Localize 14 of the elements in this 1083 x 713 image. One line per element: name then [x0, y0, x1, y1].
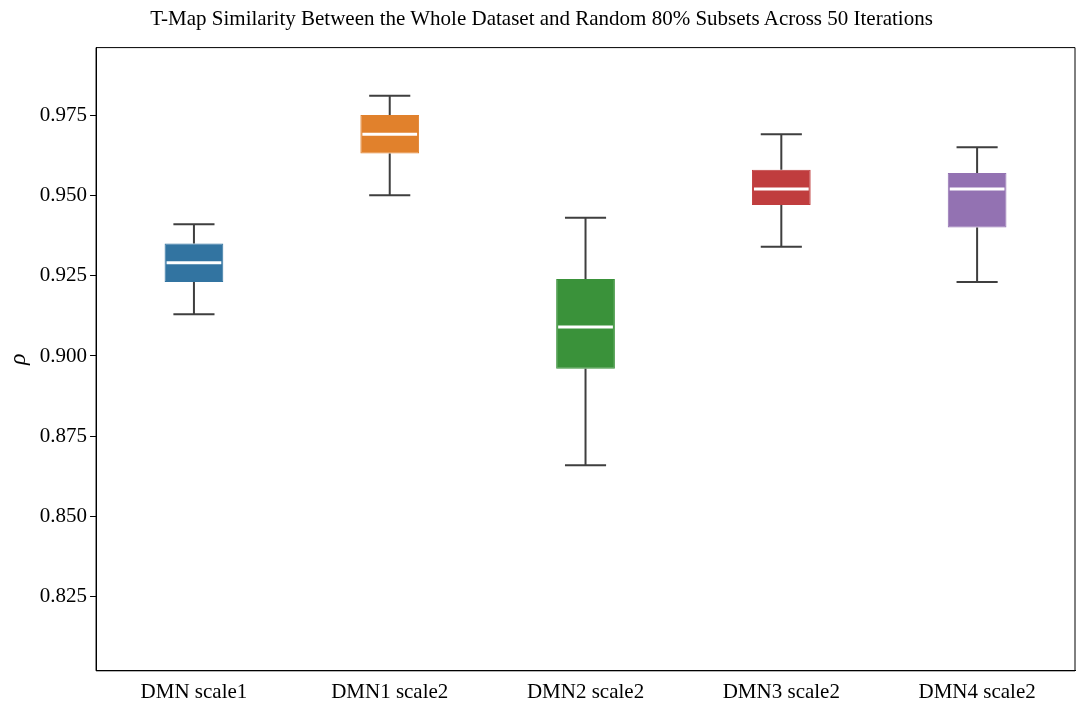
x-tick-label: DMN2 scale2: [526, 678, 645, 703]
x-tick-label: DMN1 scale2: [331, 678, 449, 703]
chart-title: T-Map Similarity Between the Whole Dataset and Random 80% Subsets Across 50 Iterations: [149, 6, 934, 32]
y-tick-label: 0.850: [39, 503, 88, 528]
x-tick-label: DMN scale1: [140, 678, 248, 703]
y-tick-label: 0.875: [39, 422, 88, 447]
x-tick-label: DMN4 scale2: [918, 678, 1036, 703]
y-tick-label: 0.975: [39, 101, 88, 126]
y-axis-title: ρ: [3, 353, 30, 366]
y-tick-label: 0.900: [39, 342, 88, 367]
y-tick-label: 0.825: [39, 583, 88, 608]
y-tick-label: 0.925: [39, 262, 88, 287]
x-tick-label: DMN3 scale2: [722, 678, 840, 703]
y-tick-label: 0.950: [39, 181, 88, 206]
